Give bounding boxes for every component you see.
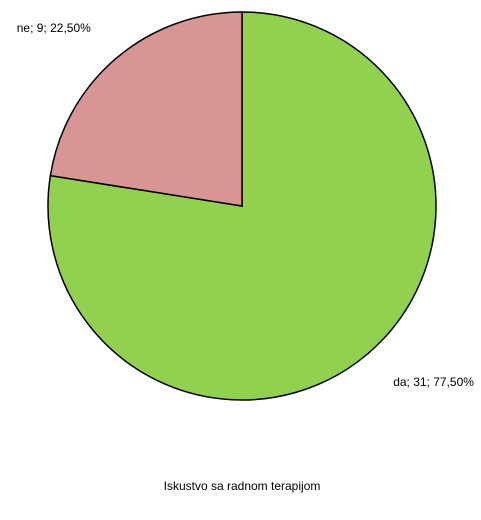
data-label: ne; 9; 22,50% — [17, 21, 91, 35]
chart-title: Iskustvo sa radnom terapijom — [164, 479, 321, 493]
pie-slice — [49, 11, 243, 207]
data-label: da; 31; 77,50% — [393, 375, 474, 389]
